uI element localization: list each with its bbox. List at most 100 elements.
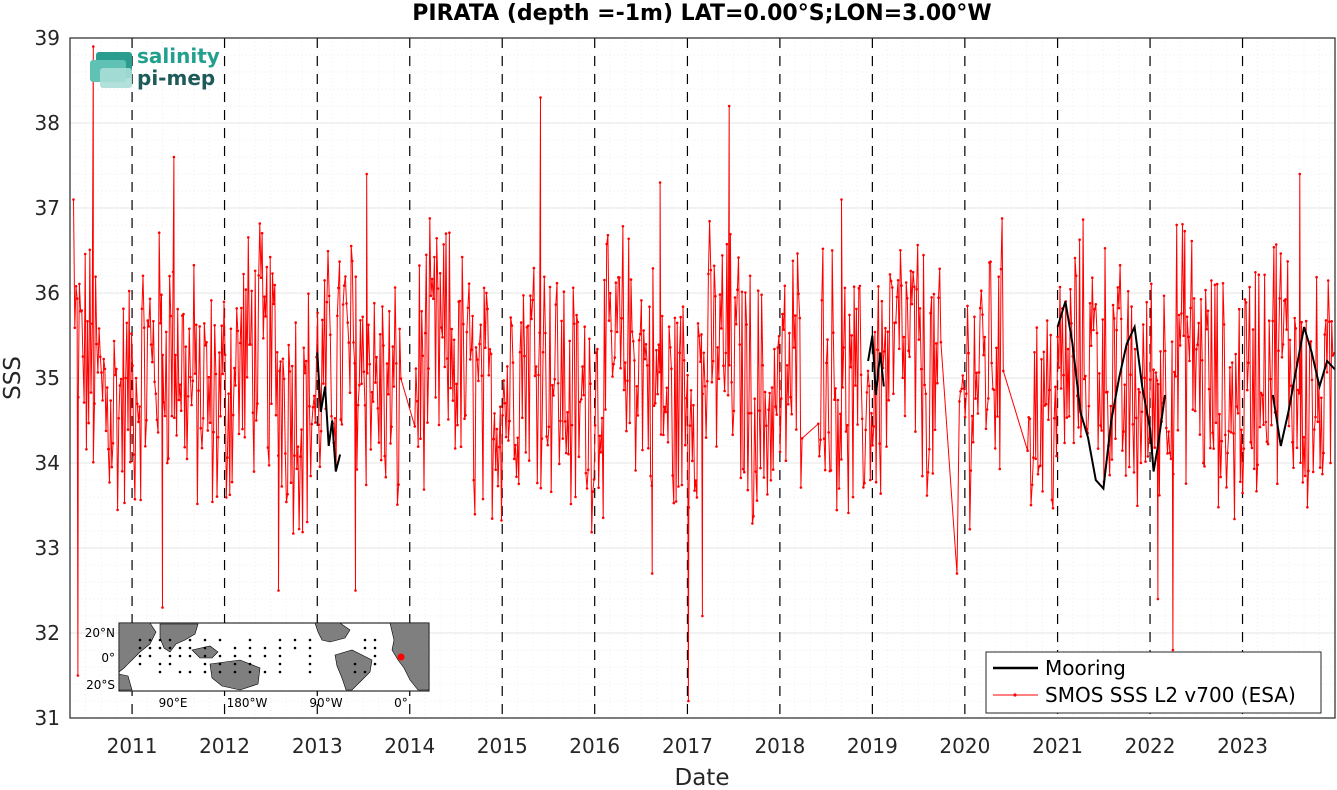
buoy-dot — [168, 638, 172, 642]
smos-point — [632, 340, 635, 343]
smos-point — [474, 346, 478, 349]
smos-point — [555, 281, 559, 285]
smos-point — [782, 328, 785, 331]
smos-point — [576, 320, 580, 324]
smos-point — [523, 354, 526, 358]
smos-point — [621, 225, 625, 228]
smos-point — [310, 422, 314, 426]
smos-point — [699, 360, 702, 364]
smos-point — [1042, 350, 1046, 354]
smos-point — [463, 417, 466, 421]
smos-point — [990, 361, 993, 365]
smos-point — [660, 314, 664, 318]
smos-point — [786, 403, 790, 406]
smos-point — [1330, 320, 1333, 323]
smos-point — [600, 416, 604, 420]
smos-point — [369, 448, 373, 451]
smos-point — [759, 466, 762, 470]
smos-point — [1140, 410, 1144, 414]
smos-point — [213, 324, 216, 327]
smos-point — [465, 330, 469, 334]
smos-point — [929, 311, 932, 315]
smos-point — [1028, 417, 1032, 421]
smos-point — [923, 383, 926, 387]
smos-point — [78, 282, 81, 286]
smos-point — [75, 297, 79, 300]
smos-point — [139, 498, 142, 502]
smos-point — [292, 532, 295, 535]
wave-logo-icon — [90, 52, 132, 88]
smos-point — [1195, 348, 1198, 351]
buoy-dot — [263, 646, 267, 650]
smos-point — [656, 392, 659, 396]
smos-point — [147, 325, 151, 328]
smos-point — [910, 302, 914, 306]
smos-point — [791, 259, 795, 263]
smos-point — [818, 454, 821, 458]
buoy-dot — [308, 646, 312, 650]
smos-point — [1210, 279, 1213, 282]
smos-point — [511, 361, 515, 364]
smos-point — [379, 458, 383, 462]
smos-point — [509, 316, 512, 319]
smos-point — [762, 476, 766, 479]
smos-point — [502, 379, 506, 382]
smos-point — [726, 393, 730, 397]
smos-point — [1272, 246, 1276, 249]
smos-point — [1300, 320, 1303, 324]
smos-point — [112, 339, 116, 343]
smos-point — [1130, 305, 1133, 308]
smos-point — [1249, 440, 1252, 444]
smos-point — [484, 346, 487, 350]
smos-point — [1002, 369, 1005, 373]
buoy-dot — [168, 662, 172, 666]
smos-point — [937, 296, 940, 300]
smos-point — [515, 475, 518, 479]
smos-point — [452, 338, 456, 342]
smos-point — [567, 452, 570, 456]
smos-point — [1289, 384, 1293, 388]
smos-point — [1324, 319, 1328, 322]
smos-point — [391, 345, 395, 348]
smos-point — [1306, 506, 1309, 509]
smos-point — [799, 486, 803, 489]
smos-point — [1264, 420, 1268, 424]
smos-point — [322, 382, 325, 385]
x-tick-label: 2018 — [754, 734, 805, 758]
smos-point — [999, 267, 1003, 271]
salinity-pimep-logo: salinity pi-mep — [90, 44, 220, 90]
smos-point — [992, 388, 996, 392]
smos-point — [1242, 447, 1246, 450]
buoy-dot — [158, 646, 162, 650]
smos-point — [981, 313, 984, 316]
smos-point — [792, 346, 796, 349]
smos-point — [1167, 430, 1170, 433]
smos-point — [1108, 473, 1111, 477]
smos-point — [140, 307, 144, 311]
smos-point — [1047, 418, 1050, 422]
smos-point — [665, 386, 669, 390]
smos-point — [703, 384, 707, 388]
smos-point — [1111, 303, 1115, 307]
smos-point — [677, 485, 680, 488]
buoy-dot — [278, 646, 282, 650]
smos-point — [869, 478, 872, 482]
smos-point — [917, 338, 921, 341]
smos-point — [433, 255, 436, 259]
smos-point — [1067, 415, 1071, 418]
smos-point — [197, 389, 200, 392]
map-lon-180w: 180°W — [227, 696, 268, 710]
smos-point — [674, 500, 678, 503]
smos-point — [878, 442, 881, 445]
smos-point — [428, 217, 432, 220]
smos-point — [1321, 472, 1324, 476]
smos-point — [933, 428, 937, 432]
smos-point — [212, 430, 215, 434]
smos-point — [1106, 390, 1109, 394]
smos-point — [1184, 482, 1188, 485]
smos-point — [568, 339, 571, 343]
smos-point — [1212, 447, 1215, 450]
buoy-dot — [293, 638, 297, 642]
smos-point — [603, 278, 606, 282]
smos-point — [477, 379, 480, 383]
